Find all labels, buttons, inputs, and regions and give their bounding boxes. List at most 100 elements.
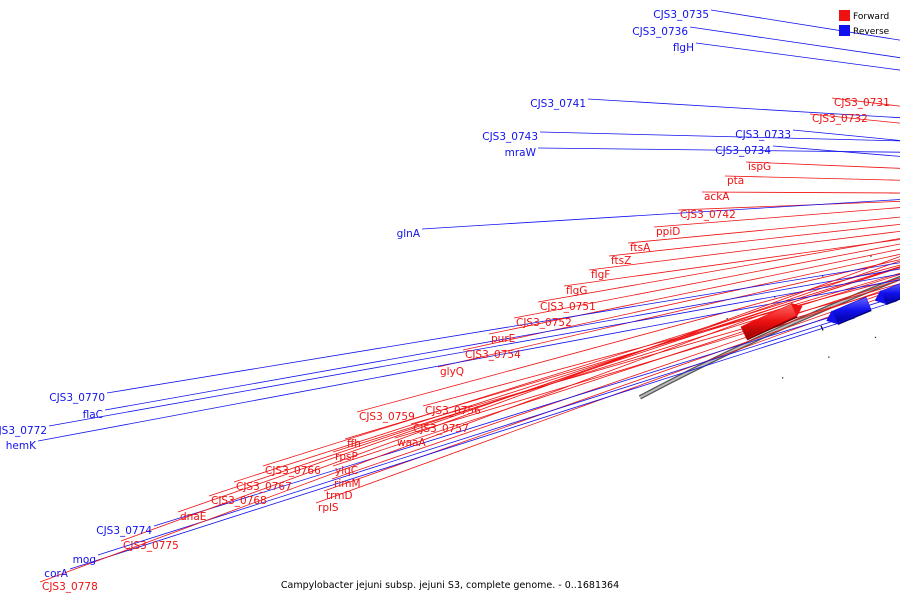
leader-line	[608, 223, 900, 257]
gene-label[interactable]: CJS3_0774	[96, 525, 152, 537]
leader-line	[394, 286, 900, 439]
gene-label[interactable]: waaA	[397, 437, 426, 449]
gene-mog[interactable]	[874, 283, 900, 306]
leader-line	[332, 274, 900, 453]
gene-label[interactable]: CJS3_0756	[425, 405, 481, 417]
leader-line	[513, 243, 900, 319]
genome-caption: Campylobacter jejuni subsp. jejuni S3, c…	[281, 580, 619, 591]
gene-label[interactable]: ftsZ	[611, 255, 631, 267]
gene-label[interactable]: corA	[44, 568, 69, 580]
gene-label[interactable]: CJS3_0767	[236, 481, 292, 493]
leader-line	[653, 207, 900, 228]
leader-line	[462, 253, 900, 351]
dot-marker	[726, 318, 728, 320]
gene-label[interactable]: purE	[491, 333, 515, 345]
leader-line	[37, 279, 900, 442]
legend: Forward Reverse	[839, 10, 890, 37]
gene-label[interactable]: CJS3_0751	[540, 301, 596, 313]
gene-label[interactable]: CJS3_0754	[465, 349, 521, 361]
leader-line	[422, 277, 900, 407]
gene-features	[740, 283, 900, 341]
gene-corA[interactable]	[826, 296, 872, 326]
leader-line	[69, 317, 855, 570]
gene-label[interactable]: CJS3_0772	[0, 425, 47, 437]
leader-line	[48, 273, 900, 427]
leader-line	[331, 284, 900, 480]
dot-marker	[874, 336, 877, 339]
dot-marker	[774, 296, 776, 298]
gene-label[interactable]: CJS3_0742	[680, 209, 736, 221]
gene-label[interactable]: mog	[73, 554, 96, 566]
gene-label[interactable]: flgF	[591, 269, 610, 281]
gene-label[interactable]: ylqC	[335, 465, 358, 477]
dot-marker	[828, 356, 830, 358]
gene-label[interactable]: CJS3_0743	[482, 131, 538, 143]
gene-label[interactable]: hemK	[6, 440, 37, 452]
gene-label[interactable]: ppiD	[656, 226, 680, 238]
leader-line	[315, 290, 900, 504]
gene-labels: CJS3_0731 CJS3_0732 CJS3_0735 CJS3_0736 CJS3…	[0, 9, 890, 593]
leader-line	[39, 313, 766, 583]
dot-marker	[821, 275, 824, 277]
gene-label[interactable]: flgH	[673, 42, 694, 54]
legend-swatch-forward	[839, 10, 850, 21]
gene-label[interactable]: ackA	[704, 191, 730, 203]
gene-label[interactable]: CJS3_0766	[265, 465, 321, 477]
leader-line	[410, 283, 900, 425]
leader-line	[233, 267, 900, 483]
leader-line	[537, 147, 900, 153]
gene-label[interactable]: CJS3_0741	[530, 98, 586, 110]
leader-line	[488, 248, 900, 335]
dot-marker	[870, 255, 872, 257]
leader-line	[587, 98, 900, 119]
gene-label[interactable]: CJS3_0734	[715, 145, 771, 157]
gene-label[interactable]: rplS	[318, 502, 339, 514]
leader-line	[153, 295, 900, 527]
gene-label[interactable]: pta	[727, 175, 744, 187]
leader-line	[177, 260, 900, 513]
gene-label[interactable]: rimM	[334, 478, 361, 490]
gene-label[interactable]: trmD	[326, 490, 353, 502]
gene-label[interactable]: CJS3_0752	[516, 317, 572, 329]
leader-line	[537, 238, 900, 303]
leader-line	[701, 191, 900, 194]
leader-line	[421, 199, 900, 230]
gene-label[interactable]: CJS3_0732	[812, 113, 868, 125]
gene-label[interactable]: glnA	[397, 228, 421, 240]
gene-label[interactable]: CJS3_0733	[735, 129, 791, 141]
gene-label[interactable]: dnaE	[180, 511, 206, 523]
gene-label[interactable]: mraW	[505, 147, 537, 159]
legend-label-forward: Forward	[853, 12, 889, 22]
leader-line	[208, 266, 900, 497]
legend-label-reverse: Reverse	[853, 27, 890, 37]
gene-label[interactable]: CJS3_0768	[211, 495, 267, 507]
gene-label[interactable]: ffh	[347, 438, 361, 450]
gene-label[interactable]: glyQ	[440, 366, 464, 378]
gene-label[interactable]: flgG	[566, 285, 587, 297]
gene-label[interactable]: flaC	[83, 409, 103, 421]
gene-arrowhead	[826, 310, 838, 325]
leader-line	[262, 266, 900, 467]
gene-arrowhead	[790, 302, 803, 317]
gene-label[interactable]: ftsA	[630, 242, 651, 254]
gene-label[interactable]: CJS3_0775	[123, 540, 179, 552]
gene-label[interactable]: CJS3_0735	[653, 9, 709, 21]
gene-label[interactable]: ispG	[748, 161, 771, 173]
dot-marker	[781, 377, 784, 379]
gene-label[interactable]: CJS3_0757	[413, 423, 469, 435]
gene-arrowhead	[874, 290, 887, 305]
leader-line	[539, 131, 900, 142]
leader-line	[97, 300, 898, 556]
gene-label[interactable]: CJS3_0759	[359, 411, 415, 423]
gene-label[interactable]: CJS3_0770	[49, 392, 105, 404]
gene-label[interactable]: CJS3_0778	[42, 581, 98, 593]
gene-label[interactable]: CJS3_0731	[834, 97, 890, 109]
leader-line	[563, 239, 900, 287]
gene-label[interactable]: rpsP	[335, 451, 358, 463]
leader-line	[344, 272, 900, 440]
leader-line	[104, 268, 900, 411]
gene-CJS3_0778[interactable]	[740, 302, 803, 341]
gene-label[interactable]: CJS3_0736	[632, 26, 688, 38]
label-leader-lines	[37, 9, 900, 583]
